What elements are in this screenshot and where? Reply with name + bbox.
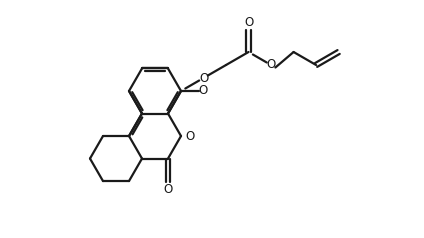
Text: O: O [185, 129, 195, 143]
Text: O: O [198, 84, 208, 98]
Text: O: O [266, 59, 276, 71]
Text: O: O [199, 71, 208, 84]
Text: O: O [244, 16, 253, 30]
Text: O: O [163, 183, 173, 196]
